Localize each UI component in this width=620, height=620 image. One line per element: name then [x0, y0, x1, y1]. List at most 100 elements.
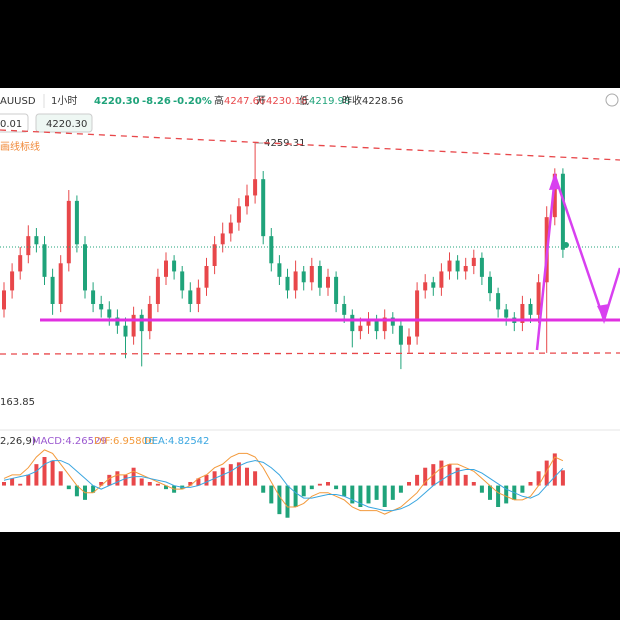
macd-bar: [374, 485, 379, 500]
candle-body: [520, 303, 525, 323]
trend-line: [0, 129, 620, 161]
candle-body: [439, 271, 444, 288]
macd-bar: [342, 485, 347, 497]
macd-bar: [123, 474, 128, 486]
macd-bar: [366, 485, 371, 504]
macd-bar: [74, 485, 79, 497]
macd-bar: [552, 453, 557, 486]
candle-body: [342, 303, 347, 315]
candle-body: [504, 309, 509, 318]
macd-bar: [390, 485, 395, 500]
candle-body: [301, 271, 306, 283]
candle-body: [83, 244, 87, 291]
candle-body: [317, 265, 322, 288]
arrow-head: [597, 304, 609, 322]
macd-bar: [10, 478, 15, 486]
candle-body: [350, 314, 355, 332]
macd-bar: [504, 485, 509, 504]
macd-bar: [91, 485, 96, 493]
min-label: 163.85: [0, 397, 35, 408]
open-label: 开: [256, 96, 266, 107]
change-pct: -0.20%: [173, 96, 212, 107]
candle-body: [293, 271, 298, 291]
macd-bar: [407, 482, 411, 486]
macd-bar: [471, 482, 476, 486]
candle-body: [382, 317, 387, 332]
prev-value: 4228.56: [362, 96, 403, 107]
candle-body: [423, 282, 428, 291]
macd-bar: [309, 485, 314, 490]
candle-body: [479, 257, 484, 277]
candle-body: [91, 290, 96, 304]
candle-body: [552, 173, 557, 218]
macd-bar: [560, 470, 565, 486]
macd-bar: [155, 483, 160, 486]
macd-bar: [164, 485, 168, 490]
candle-body: [560, 173, 565, 250]
macd-bar: [204, 474, 209, 486]
macd-bar: [66, 485, 71, 490]
candle-body: [326, 276, 330, 288]
lot-box[interactable]: [0, 113, 29, 133]
macd-bar: [520, 485, 525, 493]
candle-body: [58, 263, 63, 304]
dea-label: DEA:4.82542: [144, 436, 209, 447]
macd-bar: [334, 485, 339, 490]
macd-bar: [382, 485, 387, 507]
candle-body: [447, 260, 452, 272]
high-value: 4247.66: [224, 96, 265, 107]
macd-bar: [293, 485, 298, 507]
candle-body: [261, 179, 266, 237]
macd-bar: [536, 471, 541, 486]
interval: 1小时: [51, 95, 77, 107]
macd-bar: [415, 474, 420, 486]
candle-body: [115, 317, 120, 326]
price: 4220.30: [94, 96, 140, 107]
macd-bar: [18, 483, 23, 486]
candle-body: [172, 260, 177, 272]
change: -8.26: [142, 96, 171, 107]
macd-bar: [139, 478, 144, 486]
arrow-head: [549, 172, 560, 190]
projection-path: [535, 175, 620, 351]
macd-bar: [544, 460, 549, 486]
dif-label: DIF:6.95806: [94, 436, 154, 447]
macd-bar: [285, 485, 290, 518]
candle-body: [536, 282, 541, 315]
chart-panel: [0, 88, 620, 532]
candle-body: [155, 276, 160, 304]
macd-bar: [236, 462, 241, 486]
macd-bar: [269, 485, 274, 504]
candle-body: [390, 317, 395, 326]
high-label: 高: [214, 94, 224, 107]
macd-bar: [42, 457, 47, 486]
prev-label: 昨收: [342, 94, 362, 107]
low-value: 4219.98: [309, 96, 350, 107]
macd: [2, 449, 565, 518]
max-label: 4259.31: [264, 138, 305, 149]
candle-body: [18, 255, 23, 272]
candle-body: [366, 320, 371, 326]
candle-body: [204, 265, 209, 288]
candle-body: [334, 276, 339, 304]
tool-label[interactable]: 画线标线: [0, 140, 40, 153]
candle-body: [358, 325, 363, 332]
candle-body: [253, 179, 258, 196]
macd-bar: [455, 467, 460, 486]
candle-body: [139, 314, 144, 332]
symbol: AUUSD: [0, 96, 36, 107]
macd-bar: [107, 474, 112, 486]
candle-body: [488, 276, 492, 294]
macd-bar: [188, 482, 193, 486]
candle-body: [42, 244, 47, 277]
price-box-text: 4220.30: [46, 119, 87, 130]
macd-bar: [99, 482, 104, 486]
candle-body: [496, 293, 501, 310]
price-box[interactable]: [35, 113, 93, 133]
macd-bar: [50, 460, 55, 486]
candle-body: [228, 222, 233, 234]
candle-body: [107, 309, 112, 318]
settings-icon[interactable]: [605, 93, 619, 107]
